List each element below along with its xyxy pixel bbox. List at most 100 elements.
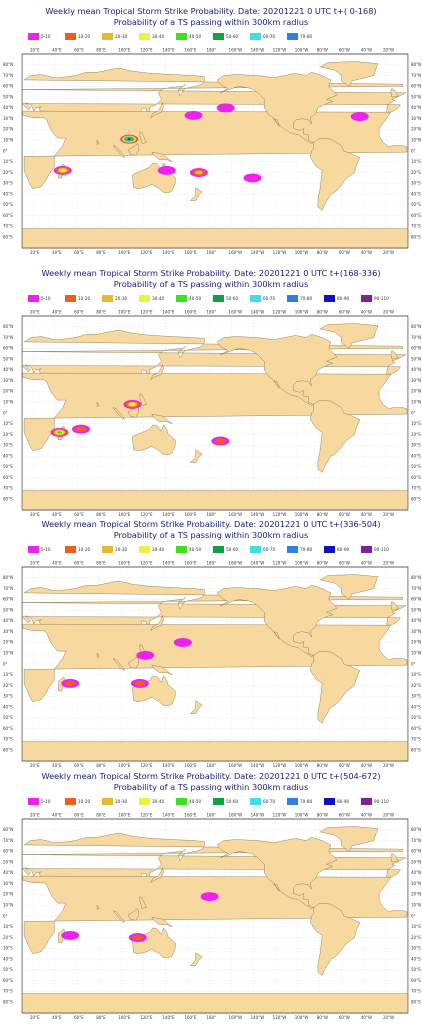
lat-tick-label: 70°N <box>3 838 13 843</box>
landmass <box>96 401 100 407</box>
lon-tick-label: 180° <box>206 250 216 255</box>
lat-tick-label: 50°S <box>3 464 13 469</box>
lon-tick-label: 100°E <box>118 250 131 255</box>
legend-swatch <box>176 33 187 40</box>
legend-swatch <box>361 546 372 553</box>
lon-tick-label: 20°W <box>383 48 394 53</box>
lon-tick-label: 100°W <box>295 250 309 255</box>
lon-tick-label: 60°W <box>339 561 350 566</box>
lon-tick-label: 180° <box>206 512 216 517</box>
lat-tick-label: 60°S <box>3 726 13 731</box>
lat-tick-label: 70°S <box>411 737 421 742</box>
map-border <box>21 53 409 249</box>
lon-tick-label: 160°E <box>184 561 197 566</box>
landmass <box>151 151 173 162</box>
lon-tick-label: 140°W <box>251 310 265 315</box>
landmass <box>310 902 361 976</box>
probability-contour <box>216 103 235 113</box>
legend-swatch <box>176 798 187 805</box>
lat-tick-label: 0° <box>411 913 416 918</box>
lat-tick-label: 40°S <box>411 956 421 961</box>
map-margin <box>408 308 422 518</box>
lon-tick-label: 120°W <box>273 512 287 517</box>
lon-tick-label: 120°E <box>140 813 153 818</box>
lon-tick-label: 40°E <box>52 763 62 768</box>
legend-label: 80-90 <box>337 296 350 301</box>
lat-tick-label: 70°S <box>3 737 13 742</box>
legend-swatch <box>102 798 113 805</box>
lat-tick-label: 70°N <box>3 586 13 591</box>
lon-tick-label: 20°W <box>383 561 394 566</box>
panel-title: Weekly mean Tropical Storm Strike Probab… <box>41 771 381 781</box>
lon-tick-label: 180° <box>206 813 216 818</box>
lon-tick-label: 160°E <box>184 48 197 53</box>
legend-swatch <box>65 295 76 302</box>
lon-tick-label: 80°W <box>317 763 328 768</box>
lon-tick-label: 100°W <box>295 512 309 517</box>
lon-tick-label: 140°E <box>162 763 175 768</box>
lat-tick-label: 0° <box>3 913 8 918</box>
probability-blob <box>216 103 235 113</box>
lon-tick-label: 120°E <box>140 310 153 315</box>
legend-swatch <box>287 33 298 40</box>
landmass <box>21 623 408 702</box>
lat-tick-label: 30°N <box>3 881 13 886</box>
lat-tick-label: 60°N <box>3 346 13 351</box>
probability-blob <box>123 399 142 409</box>
landmass <box>139 131 147 144</box>
lon-tick-label: 80°W <box>317 310 328 315</box>
world-map: 80°N 80°N 70°N 70°N 60°N 60°N 50°N 50°N 40°N 40°N… <box>0 46 422 256</box>
lon-tick-label: 60°W <box>339 512 350 517</box>
lat-tick-label: 80°S <box>3 1000 13 1005</box>
lon-tick-label: 80°E <box>96 250 106 255</box>
legend-label: 5-10 <box>41 34 51 39</box>
legend-swatch <box>139 546 150 553</box>
probability-blob <box>120 134 139 144</box>
landmass <box>216 837 338 909</box>
lat-tick-label: 10°N <box>3 138 13 143</box>
lat-tick-label: 70°N <box>411 586 421 591</box>
landmass <box>21 228 409 249</box>
legend-label: 20-30 <box>115 34 128 39</box>
lat-tick-label: 20°S <box>411 683 421 688</box>
lat-tick-label: 20°S <box>3 432 13 437</box>
lat-tick-label: 50°S <box>3 715 13 720</box>
lon-tick-label: 20°E <box>30 1015 40 1020</box>
legend-swatch <box>324 295 335 302</box>
lat-tick-label: 80°S <box>3 748 13 753</box>
panel-title: Weekly mean Tropical Storm Strike Probab… <box>41 519 381 529</box>
lon-tick-label: 80°E <box>96 813 106 818</box>
lat-tick-label: 20°N <box>411 892 421 897</box>
lon-tick-label: 180° <box>206 561 216 566</box>
panel-subtitle: Probability of a TS passing within 300km… <box>113 782 309 792</box>
lon-tick-label: 80°E <box>96 561 106 566</box>
lon-tick-label: 60°W <box>339 763 350 768</box>
lon-tick-label: 120°W <box>273 561 287 566</box>
lat-tick-label: 60°N <box>411 346 421 351</box>
landmass <box>150 363 164 381</box>
landmass <box>139 896 147 909</box>
lon-tick-label: 160°W <box>229 48 243 53</box>
legend-swatch <box>250 798 261 805</box>
lon-tick-label: 60°W <box>339 1015 350 1020</box>
legend-label: 10-20 <box>78 296 91 301</box>
legend-swatch <box>213 546 224 553</box>
legend-swatch <box>213 295 224 302</box>
lon-tick-label: 140°E <box>162 250 175 255</box>
landmass <box>390 350 399 360</box>
lat-tick-label: 30°N <box>411 881 421 886</box>
lat-tick-label: 50°N <box>3 356 13 361</box>
legend-swatch <box>65 546 76 553</box>
lon-tick-label: 20°W <box>383 813 394 818</box>
probability-blob <box>157 165 176 175</box>
lat-tick-label: 20°S <box>411 935 421 940</box>
legend-label: 30-40 <box>152 296 165 301</box>
lon-tick-label: 160°W <box>229 561 243 566</box>
lon-tick-label: 80°W <box>317 512 328 517</box>
lon-tick-label: 140°W <box>251 813 265 818</box>
lon-tick-label: 80°W <box>317 813 328 818</box>
probability-blob <box>71 424 90 434</box>
lat-tick-label: 60°S <box>411 475 421 480</box>
lat-tick-label: 50°S <box>411 202 421 207</box>
lat-tick-label: 70°S <box>3 224 13 229</box>
